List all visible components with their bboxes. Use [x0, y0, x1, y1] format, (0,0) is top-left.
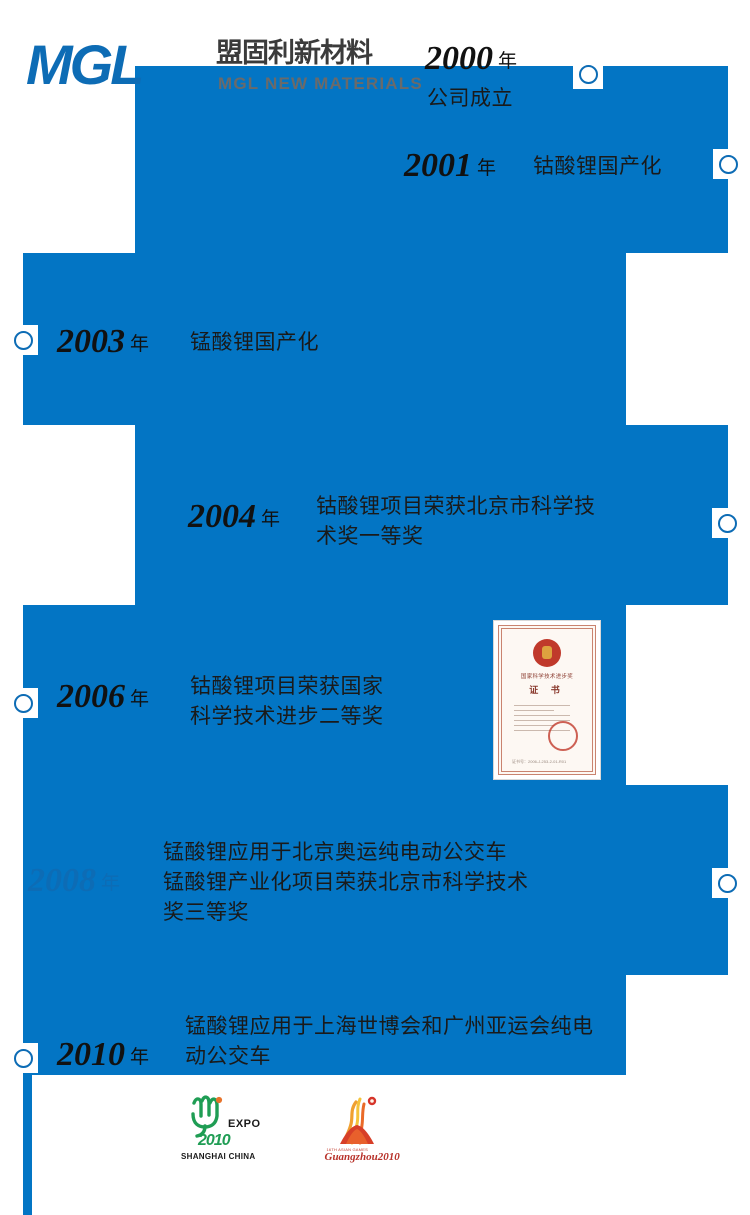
expo-year: 2010	[198, 1132, 231, 1149]
year-label-2010: 2010 年	[57, 1036, 150, 1073]
logo-abbr: MGL	[26, 33, 144, 96]
asian-games-wordmark: Guangzhou2010	[324, 1151, 400, 1163]
milestone-node-2006[interactable]	[8, 688, 38, 718]
milestone-desc-2000: 公司成立	[427, 87, 513, 110]
asian-games-subtitle: 16TH ASIAN GAMES	[326, 1147, 368, 1152]
certificate-seal-icon	[548, 721, 578, 751]
node-ring-icon	[578, 64, 598, 84]
milestone-desc-2010: 锰酸锂应用于上海世博会和广州亚运会纯电 动公交车	[185, 1015, 594, 1068]
certificate-doc-title: 证 书	[529, 685, 565, 695]
company-logo: MGL 盟固利新材料 MGL NEW MATERIALS	[26, 33, 426, 106]
event-logo-row: EXPO 2010 SHANGHAI CHINA 16TH ASIAN GAME…	[180, 1092, 410, 1172]
node-ring-icon	[718, 154, 738, 174]
node-ring-icon	[13, 693, 33, 713]
expo-figure-icon	[191, 1095, 223, 1138]
node-ring-icon	[13, 330, 33, 350]
expo-wordmark: EXPO	[228, 1118, 261, 1130]
milestone-node-2010[interactable]	[8, 1043, 38, 1073]
year-label-2004: 2004 年	[188, 498, 281, 535]
milestone-node-2003[interactable]	[8, 325, 38, 355]
ribbon-band-2004	[135, 425, 728, 605]
milestone-desc-2004: 钴酸锂项目荣获北京市科学技 术奖一等奖	[316, 495, 596, 548]
certificate-body-lines	[513, 701, 581, 735]
ribbon-band-top-right	[135, 66, 728, 253]
year-label-2008: 2008 年	[28, 862, 121, 899]
national-award-certificate-image: 国家科学技术进步奖 证 书 证书号：2006-J-253-2-01-R01	[493, 620, 601, 780]
node-ring-icon	[717, 873, 737, 893]
year-label-2003: 2003 年	[57, 323, 150, 360]
logo-name-en: MGL NEW MATERIALS	[218, 74, 423, 93]
guangzhou-2010-asian-games-logo: 16TH ASIAN GAMES Guangzhou2010	[318, 1092, 411, 1172]
certificate-award-title: 国家科学技术进步奖	[520, 674, 574, 680]
ribbon-band-2003	[23, 253, 626, 425]
milestone-desc-2008: 锰酸锂应用于北京奥运纯电动公交车 锰酸锂产业化项目荣获北京市科学技术 奖三等奖	[163, 841, 529, 924]
milestone-desc-2006: 钴酸锂项目荣获国家 科学技术进步二等奖	[190, 675, 384, 728]
node-ring-icon	[13, 1048, 33, 1068]
certificate-serial: 证书号：2006-J-253-2-01-R01	[512, 759, 567, 764]
expo-2010-shanghai-logo: EXPO 2010 SHANGHAI CHINA	[180, 1092, 273, 1172]
ribbon-band-2008	[23, 785, 728, 975]
timeline-tail-line	[23, 1070, 32, 1215]
milestone-node-2004[interactable]	[712, 508, 742, 538]
ribbon-band-2010	[23, 975, 626, 1075]
milestone-desc-2001: 钴酸锂国产化	[533, 155, 662, 178]
year-label-2006: 2006 年	[57, 678, 150, 715]
national-emblem-icon	[533, 639, 561, 667]
asian-games-flame-icon	[339, 1096, 376, 1145]
expo-city: SHANGHAI CHINA	[181, 1152, 256, 1161]
milestone-node-2000[interactable]	[573, 59, 603, 89]
milestone-desc-2003: 锰酸锂国产化	[190, 331, 319, 354]
milestone-node-2008[interactable]	[712, 868, 742, 898]
year-label-2000: 2000 年	[425, 40, 518, 77]
logo-name-cn: 盟固利新材料	[216, 38, 373, 68]
year-label-2001: 2001 年	[404, 147, 497, 184]
certificate-inner-frame: 国家科学技术进步奖 证 书 证书号：2006-J-253-2-01-R01	[498, 625, 596, 775]
node-ring-icon	[717, 513, 737, 533]
logo-underline-bar	[214, 98, 426, 101]
milestone-node-2001[interactable]	[713, 149, 743, 179]
